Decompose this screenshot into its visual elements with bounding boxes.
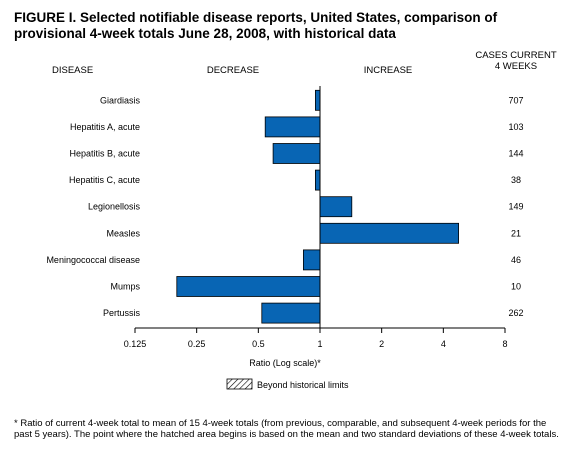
category-label: Meningococcal disease [46,255,140,265]
category-label: Giardiasis [100,95,141,105]
chart-rows: Giardiasis 707 Hepatitis A, acute 103 Hepati… [46,89,524,324]
cases-count: 10 [511,282,521,292]
bar [302,249,321,271]
bar [176,276,321,297]
x-tick-label: 2 [379,339,384,349]
header-decrease: DECREASE [207,65,259,76]
x-axis-label: Ratio (Log scale)* [249,358,321,368]
category-label: Mumps [110,282,140,292]
cases-count: 144 [508,149,523,159]
bar [314,89,321,111]
legend-hatch-swatch [226,378,253,390]
x-tick-label: 0.125 [124,339,147,349]
header-cases-line2: 4 WEEKS [495,61,537,72]
category-label: Hepatitis A, acute [70,122,140,132]
x-tick-label: 0.5 [252,339,265,349]
header-increase: INCREASE [364,65,413,76]
category-label: Measles [106,228,140,238]
cases-count: 262 [508,308,523,318]
x-tick-label: 1 [317,339,322,349]
footnote: * Ratio of current 4-week total to mean … [14,418,559,440]
category-label: Pertussis [103,308,141,318]
bar [261,302,321,324]
cases-count: 46 [511,255,521,265]
cases-count: 21 [511,228,521,238]
legend-label: Beyond historical limits [257,380,349,390]
cases-count: 103 [508,122,523,132]
header-disease: DISEASE [52,65,93,76]
ratio-bar-chart: DISEASE DECREASE INCREASE CASES CURRENT … [46,50,556,390]
category-label: Hepatitis B, acute [69,149,140,159]
x-tick-label: 4 [441,339,446,349]
category-label: Hepatitis C, acute [69,175,140,185]
cases-count: 707 [508,95,523,105]
x-tick-label: 8 [502,339,507,349]
x-tick-label: 0.25 [188,339,206,349]
cases-count: 149 [508,202,523,212]
bar [272,143,321,164]
cases-count: 38 [511,175,521,185]
header-cases-line1: CASES CURRENT [475,50,556,61]
figure-title: FIGURE I. Selected notifiable disease re… [14,10,498,41]
x-axis-ticks: 0.125 0.25 0.5 1 2 4 8 [124,328,508,349]
bar [319,196,353,218]
bar [314,169,321,191]
bar [319,222,460,244]
bar [264,116,321,138]
category-label: Legionellosis [88,202,141,212]
